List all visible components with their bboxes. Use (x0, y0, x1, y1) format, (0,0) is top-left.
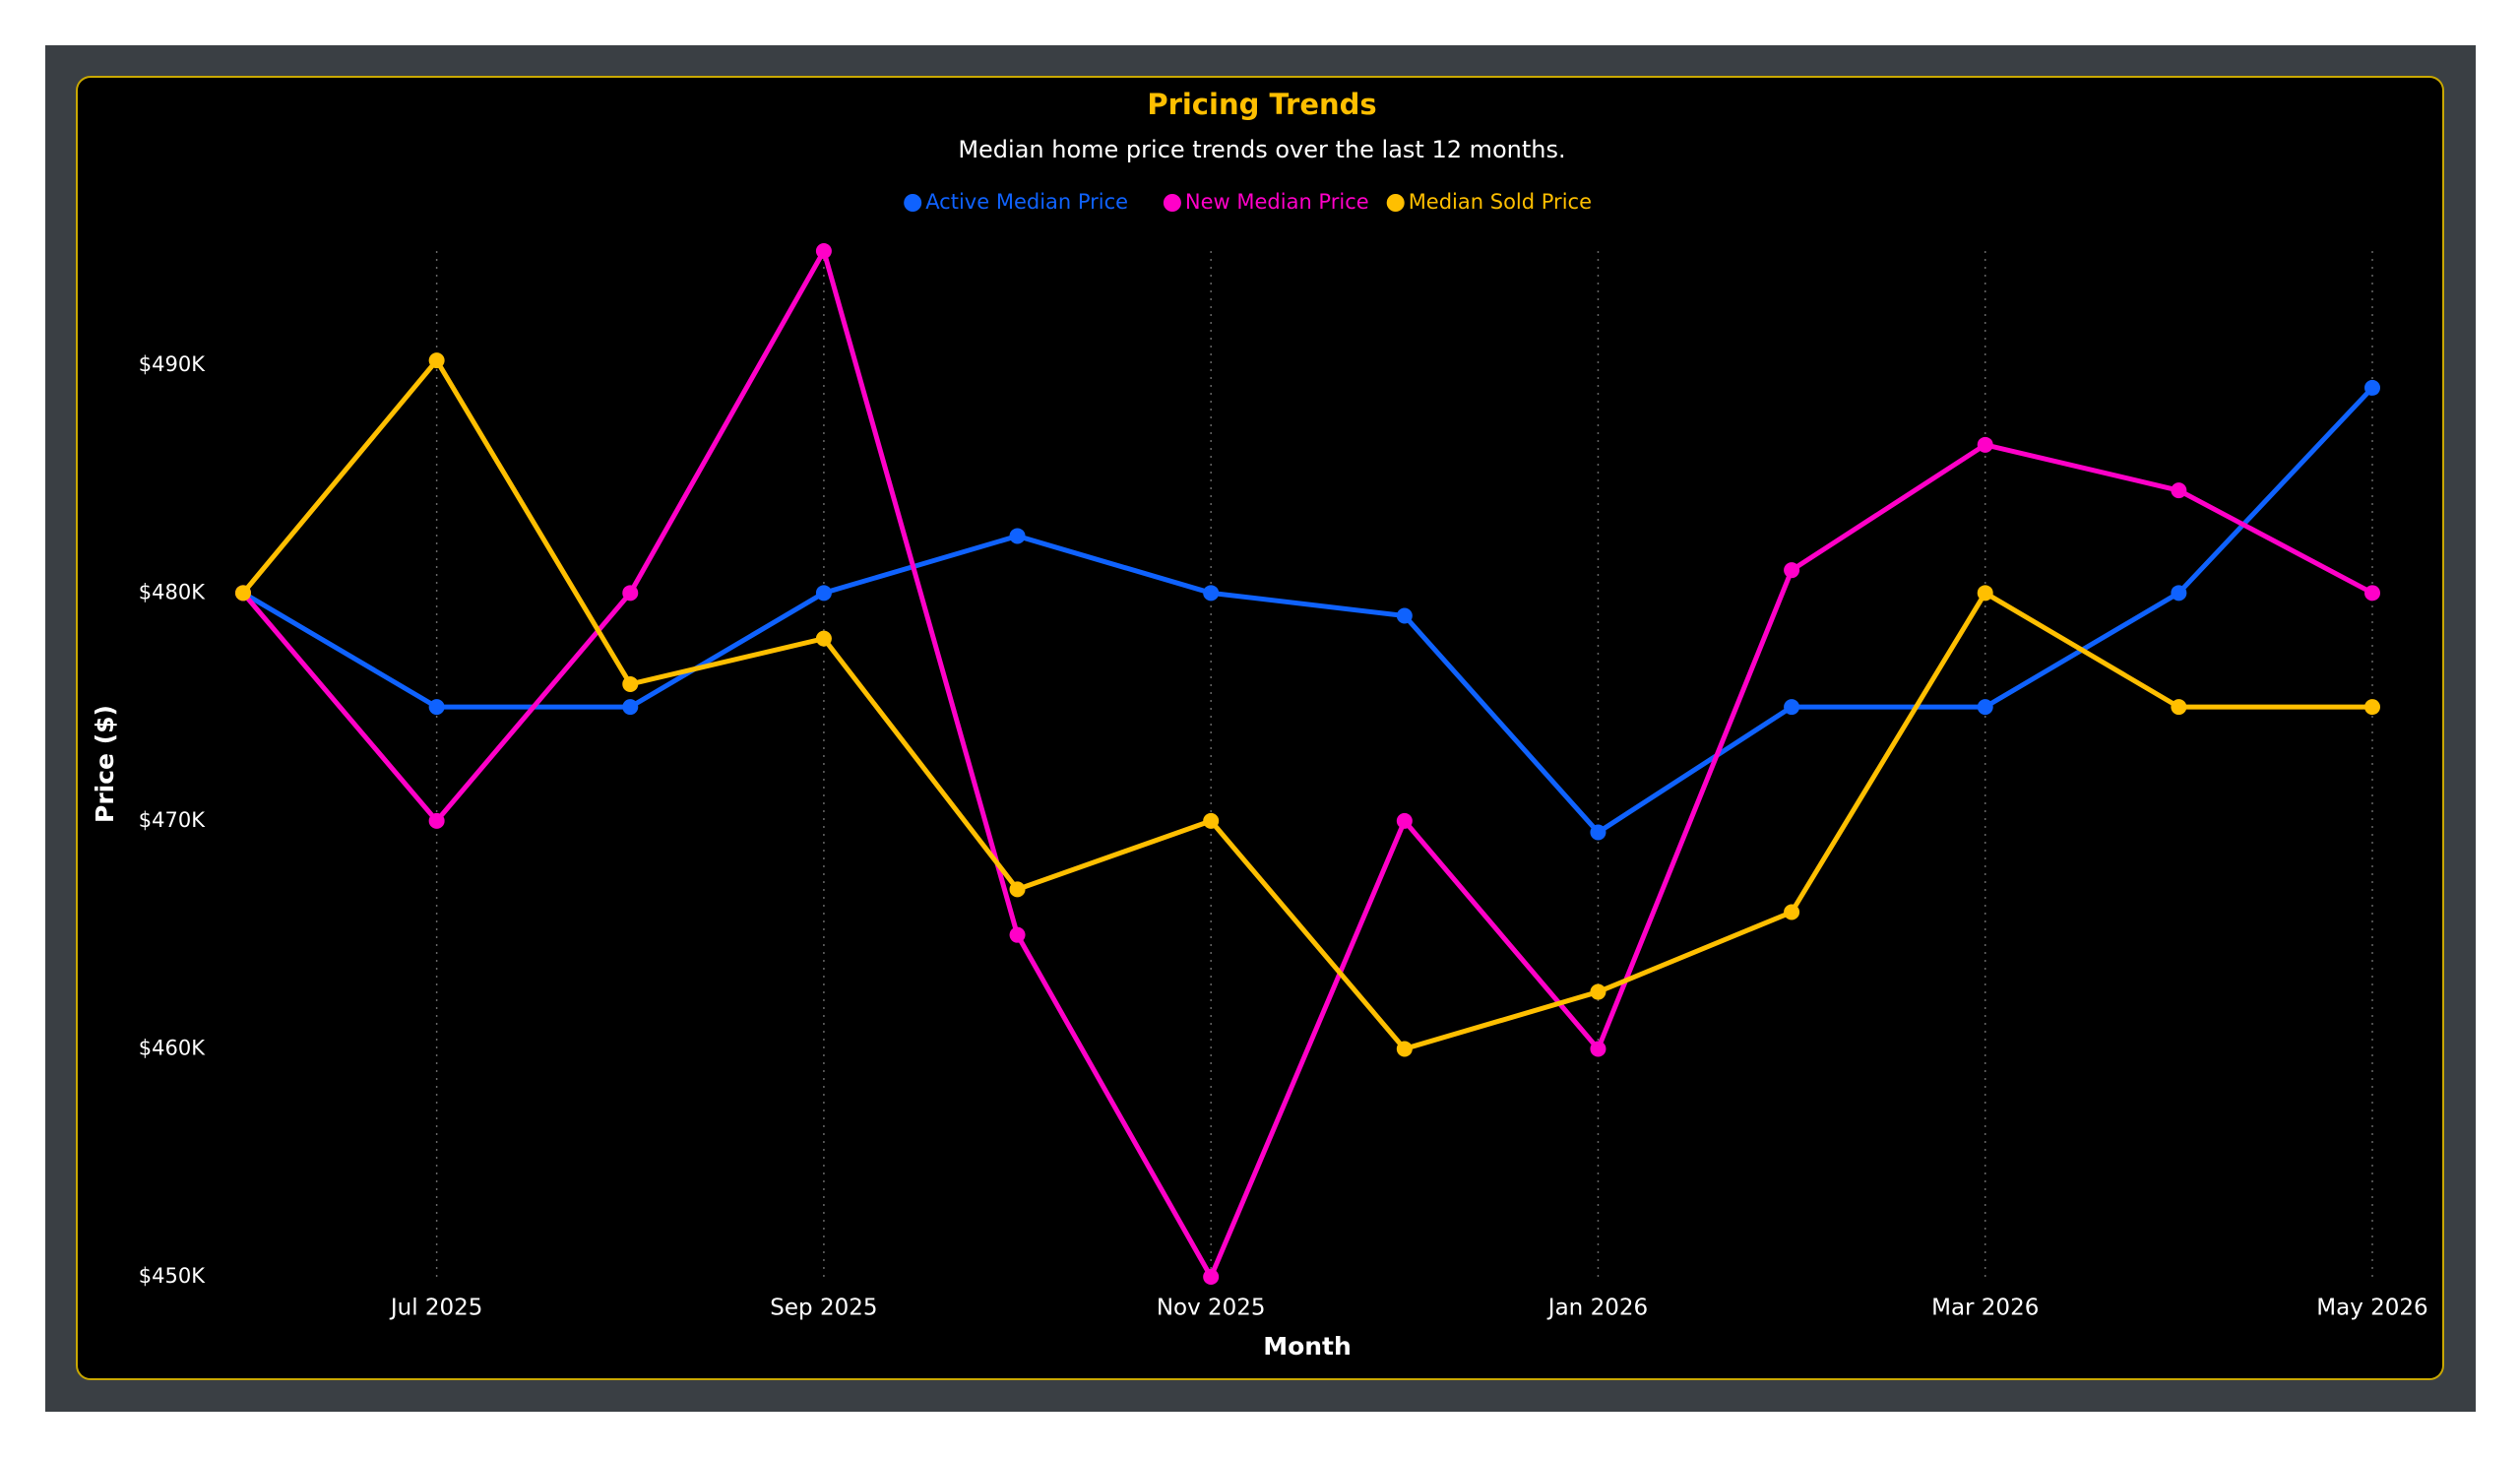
data-point (1203, 1269, 1220, 1285)
y-tick-label: $450K (139, 1264, 206, 1288)
data-point (622, 585, 639, 602)
data-point (2364, 379, 2380, 396)
legend-label: Active Median Price (925, 190, 1128, 214)
y-tick-label: $460K (139, 1036, 206, 1059)
x-tick-label: Nov 2025 (1157, 1296, 1266, 1321)
chart-title: Pricing Trends (1147, 88, 1376, 121)
x-tick-label: Sep 2025 (770, 1296, 877, 1321)
data-point (1977, 585, 1993, 602)
data-point (1590, 983, 1606, 1000)
data-point (622, 675, 639, 692)
chart-subtitle: Median home price trends over the last 1… (958, 136, 1565, 163)
x-tick-label: May 2026 (2316, 1296, 2427, 1321)
data-point (2171, 699, 2187, 716)
y-axis-title: Price ($) (91, 705, 119, 823)
data-point (2171, 585, 2187, 602)
x-axis-title: Month (1263, 1332, 1352, 1361)
data-point (815, 630, 832, 647)
data-point (1396, 812, 1413, 829)
data-point (622, 699, 639, 716)
x-tick-label: Jul 2025 (389, 1296, 483, 1321)
data-point (1977, 699, 1993, 716)
data-point (2364, 699, 2380, 716)
y-tick-label: $470K (139, 808, 206, 832)
data-point (1009, 881, 1026, 898)
y-tick-label: $490K (139, 352, 206, 376)
data-point (1009, 926, 1026, 943)
y-tick-label: $480K (139, 580, 206, 603)
series-line (241, 357, 2372, 1051)
data-point (428, 812, 445, 829)
legend-label: Median Sold Price (1409, 190, 1592, 214)
data-point (2364, 585, 2380, 602)
legend-label: New Median Price (1185, 190, 1369, 214)
legend: Active Median Price New Median Price Media… (904, 190, 1592, 214)
legend-marker (1386, 194, 1405, 212)
data-point (1784, 699, 1800, 716)
data-point (1590, 1041, 1606, 1057)
data-point (1203, 812, 1220, 829)
data-point (235, 585, 251, 602)
data-point (1396, 1041, 1413, 1057)
data-point (2171, 482, 2187, 499)
data-point (1784, 904, 1800, 920)
card (76, 76, 2444, 1380)
data-point (815, 585, 832, 602)
x-tick-label: Jan 2026 (1546, 1296, 1648, 1321)
data-point (428, 699, 445, 716)
legend-marker (1163, 194, 1181, 212)
data-point (1396, 607, 1413, 624)
data-point (1784, 562, 1800, 579)
series-line (241, 386, 2374, 835)
data-point (1009, 528, 1026, 544)
data-point (1203, 585, 1220, 602)
data-point (428, 352, 445, 369)
x-tick-label: Mar 2026 (1931, 1296, 2039, 1321)
data-point (1977, 436, 1993, 453)
data-point (815, 243, 832, 259)
legend-marker (904, 194, 922, 212)
data-point (1590, 824, 1606, 841)
